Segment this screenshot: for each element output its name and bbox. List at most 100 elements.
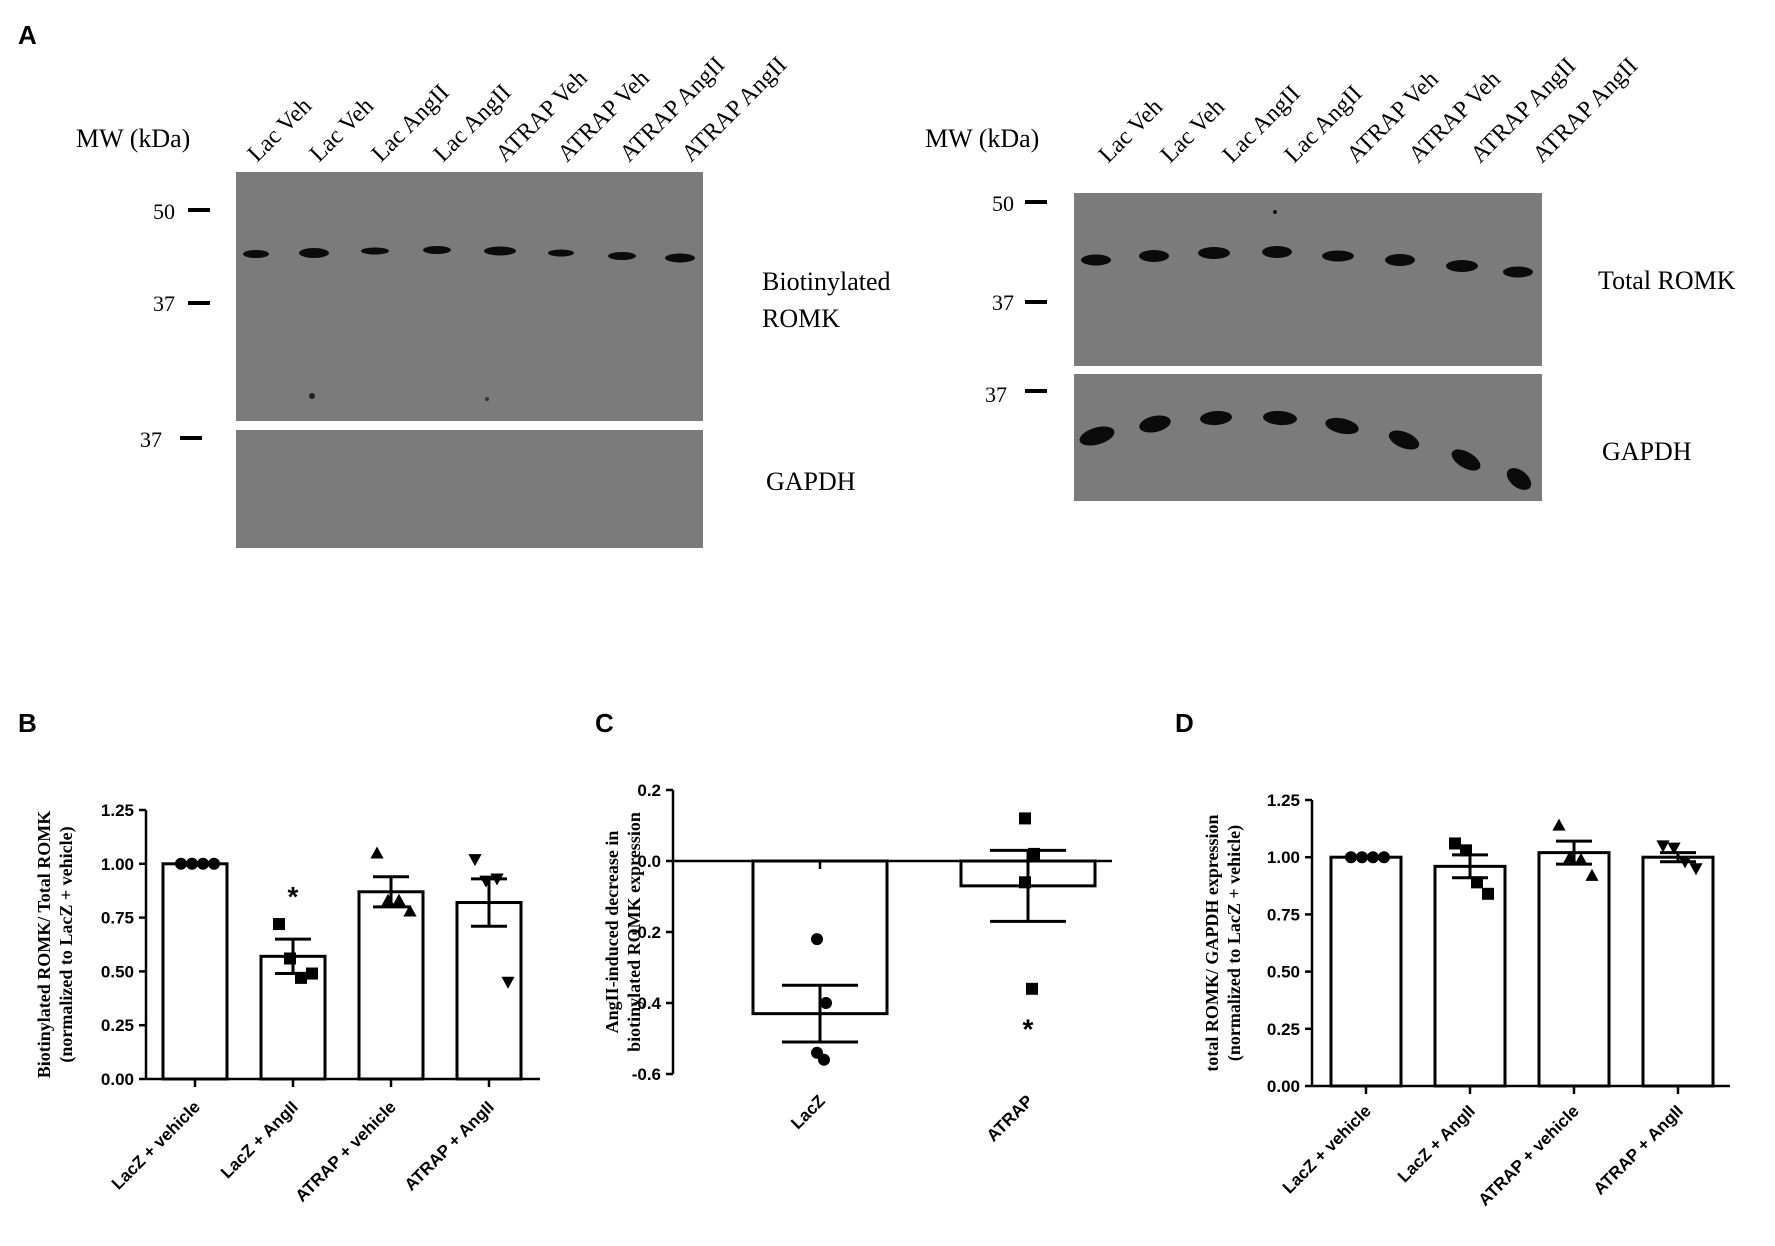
- data-point: [1460, 844, 1472, 857]
- band: [548, 249, 574, 257]
- data-point: [403, 904, 417, 917]
- data-point: [1345, 851, 1357, 864]
- panel-letter-c: C: [595, 708, 614, 738]
- panel-letter-d: D: [1175, 708, 1194, 738]
- data-point: [1449, 837, 1461, 850]
- data-point: [381, 893, 395, 906]
- y-axis-label: Biotinylated ROMK/ Total ROMK: [34, 811, 54, 1079]
- blot-right-bottom-membrane: [1074, 374, 1542, 501]
- blot-right-label-total-romk: Total ROMK: [1598, 266, 1736, 295]
- x-tick-label: LacZ + vehicle: [1279, 1101, 1375, 1197]
- data-point: [306, 967, 318, 980]
- data-point: [1028, 847, 1040, 860]
- blot-left-label-biotinylated: Biotinylated: [762, 267, 891, 296]
- significance-star: *: [1023, 1013, 1034, 1044]
- blot-left-marker-tick: [188, 301, 210, 305]
- blot-left-marker-tick: [180, 436, 202, 440]
- blot-left-mw-label: MW (kDa): [76, 124, 190, 153]
- chart-c: -0.6 -0.4 -0.2 0.0 0.2 AngII-induced decrease…: [602, 781, 1112, 1145]
- blot-left-speck: [485, 397, 489, 401]
- x-tick-label: ATRAP + AngII: [401, 1097, 498, 1194]
- blot-left-speck: [309, 393, 315, 399]
- blot-left-bottom-membrane: [236, 430, 703, 548]
- y-tick-label: -0.2: [632, 923, 661, 942]
- y-tick-label: 1.00: [1267, 848, 1300, 867]
- data-point: [295, 971, 307, 984]
- blot-left-marker-37-gapdh: 37: [140, 427, 162, 452]
- data-point: [1367, 851, 1379, 864]
- band: [1079, 426, 1115, 446]
- chart-d: 0.00 0.25 0.50 0.75 1.00 1.25 total ROMK/ GAPD…: [1202, 791, 1730, 1210]
- band: [243, 250, 269, 258]
- y-tick-label: 0.00: [101, 1070, 134, 1089]
- y-tick-label: 0.50: [1267, 963, 1300, 982]
- y-tick-label: -0.6: [632, 1065, 661, 1084]
- blot-left-bands: [243, 246, 695, 263]
- data-point: [490, 873, 504, 886]
- y-tick-label: 1.25: [1267, 791, 1300, 810]
- y-tick-label: 0.50: [101, 962, 134, 981]
- y-axis-label: biotinylated ROMK expression: [624, 812, 644, 1052]
- blot-right-marker-50: 50: [992, 191, 1014, 216]
- bar: [161, 862, 229, 1081]
- data-point: [1585, 868, 1599, 881]
- y-tick-label: 1.00: [101, 855, 134, 874]
- x-tick-label: ATRAP + AngII: [1590, 1101, 1687, 1198]
- y-tick-label: 0.0: [637, 852, 661, 871]
- panel-letter-a: A: [18, 20, 37, 50]
- y-tick-label: 0.75: [1267, 905, 1300, 924]
- band: [1081, 254, 1111, 266]
- data-point: [1471, 876, 1483, 889]
- y-axis-label: (normalized to LacZ + vehicle): [1224, 825, 1245, 1061]
- data-point: [273, 918, 285, 931]
- data-point: [1026, 982, 1038, 995]
- band: [484, 246, 516, 256]
- blot-right-bands: [1079, 246, 1533, 490]
- band: [299, 248, 329, 258]
- data-point: [1378, 851, 1390, 864]
- bar: [1329, 855, 1403, 1088]
- data-point: [370, 846, 384, 859]
- data-point: [1552, 818, 1566, 831]
- bar: [1537, 851, 1611, 1088]
- bar: [455, 901, 523, 1081]
- lane-label: Lac Veh: [1094, 94, 1168, 168]
- y-tick-label: 0.2: [637, 781, 661, 800]
- data-point: [811, 933, 823, 946]
- data-point: [1356, 851, 1368, 864]
- band: [1325, 417, 1359, 435]
- blot-right-marker-37: 37: [992, 290, 1014, 315]
- data-point: [208, 857, 220, 870]
- bar: [1433, 864, 1507, 1088]
- data-point: [284, 952, 296, 965]
- band: [1503, 266, 1533, 278]
- blot-left-top-membrane: [236, 172, 703, 421]
- data-point: [175, 857, 187, 870]
- lane-label: Lac Veh: [305, 93, 379, 167]
- band: [608, 252, 636, 260]
- data-point: [501, 976, 515, 989]
- x-tick-label: LacZ + vehicle: [108, 1097, 204, 1193]
- data-point: [1563, 850, 1577, 863]
- y-axis-label: (normalized to LacZ + vehicle): [56, 826, 77, 1062]
- y-axis-label: AngII-induced decrease in: [602, 831, 622, 1034]
- data-point: [479, 875, 493, 888]
- y-tick-label: 0.00: [1267, 1077, 1300, 1096]
- x-tick-label: LacZ: [787, 1091, 828, 1132]
- blot-left-marker-tick: [188, 208, 210, 212]
- data-point: [1019, 812, 1031, 825]
- data-point: [818, 1053, 830, 1066]
- y-tick-label: 0.75: [101, 909, 134, 928]
- band: [1139, 415, 1171, 433]
- blot-right-speck: [1273, 210, 1277, 214]
- data-point: [186, 857, 198, 870]
- bar: [357, 890, 425, 1081]
- data-point: [468, 854, 482, 867]
- band: [1385, 254, 1415, 266]
- y-tick-label: 0.25: [1267, 1020, 1300, 1039]
- y-tick-label: 0.25: [101, 1016, 134, 1035]
